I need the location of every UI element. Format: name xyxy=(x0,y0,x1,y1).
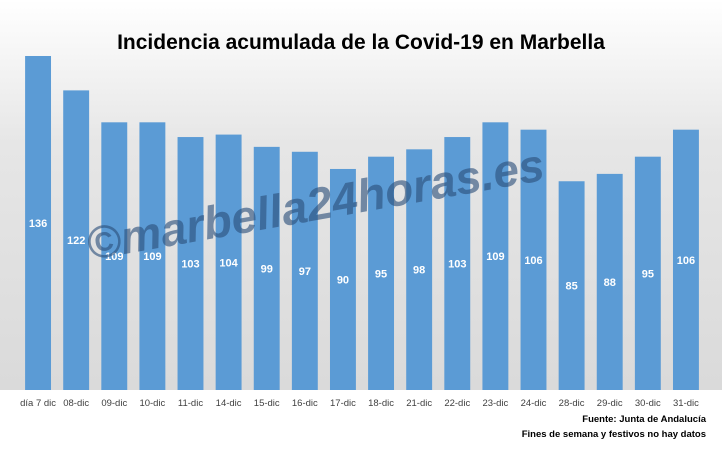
data-label-10: 95 xyxy=(375,268,387,280)
bar-17 xyxy=(634,156,661,390)
data-label-17: 95 xyxy=(642,268,654,280)
data-label-7: 99 xyxy=(261,263,273,275)
bar-3 xyxy=(101,122,128,390)
data-label-2: 122 xyxy=(67,235,85,247)
data-label-1: 136 xyxy=(29,218,47,230)
bar-15 xyxy=(558,181,585,390)
bar-4 xyxy=(139,122,166,390)
bar-14 xyxy=(520,129,547,391)
x-tick-label-6: 14-dic xyxy=(216,398,242,409)
data-label-4: 109 xyxy=(143,251,161,263)
bar-13 xyxy=(482,122,509,390)
bar-8 xyxy=(291,151,318,390)
x-tick-label-12: 22-dic xyxy=(444,398,470,409)
axis-label-band xyxy=(0,390,722,410)
data-label-6: 104 xyxy=(219,257,238,269)
data-label-14: 106 xyxy=(524,255,542,267)
x-tick-label-7: 15-dic xyxy=(254,398,280,409)
x-tick-label-17: 30-dic xyxy=(635,398,661,409)
data-label-9: 90 xyxy=(337,274,349,286)
data-label-13: 109 xyxy=(486,251,504,263)
x-tick-label-14: 24-dic xyxy=(521,398,547,409)
x-tick-label-13: 23-dic xyxy=(482,398,508,409)
x-tick-label-5: 11-dic xyxy=(178,398,203,409)
bar-series: 136 día 7 dic 122 08-dic 109 09-dic 109 10-dic 1… xyxy=(20,56,699,409)
x-tick-label-10: 18-dic xyxy=(368,398,394,409)
data-label-16: 88 xyxy=(604,277,616,289)
data-label-8: 97 xyxy=(299,266,311,278)
bar-12 xyxy=(444,137,471,390)
x-tick-label-11: 21-dic xyxy=(406,398,432,409)
chart-title: Incidencia acumulada de la Covid-19 en M… xyxy=(117,31,605,54)
data-label-18: 106 xyxy=(677,255,695,267)
x-tick-label-2: 08-dic xyxy=(63,398,89,409)
x-tick-label-16: 29-dic xyxy=(597,398,623,409)
bar-16 xyxy=(596,173,623,390)
bar-18 xyxy=(672,129,699,391)
data-gap-note: Fines de semana y festivos no hay datos xyxy=(521,429,706,440)
bar-11 xyxy=(406,149,433,390)
x-tick-label-3: 09-dic xyxy=(101,398,127,409)
x-tick-label-4: 10-dic xyxy=(139,398,165,409)
x-tick-label-9: 17-dic xyxy=(330,398,356,409)
data-label-5: 103 xyxy=(181,259,199,271)
bar-10 xyxy=(368,156,395,390)
data-label-11: 98 xyxy=(413,265,425,277)
bar-6 xyxy=(215,134,242,390)
x-tick-label-8: 16-dic xyxy=(292,398,318,409)
data-label-3: 109 xyxy=(105,251,123,263)
bar-1 xyxy=(25,56,52,390)
bar-9 xyxy=(329,168,356,390)
x-tick-label-15: 28-dic xyxy=(559,398,585,409)
source-note: Fuente: Junta de Andalucía xyxy=(582,414,706,425)
bar-2 xyxy=(63,90,90,390)
bar-5 xyxy=(177,137,204,390)
data-label-15: 85 xyxy=(565,281,577,293)
x-tick-label-18: 31-dic xyxy=(673,398,699,409)
bar-7 xyxy=(253,146,280,390)
data-label-12: 103 xyxy=(448,259,466,271)
x-tick-label-1: día 7 dic xyxy=(20,398,56,409)
